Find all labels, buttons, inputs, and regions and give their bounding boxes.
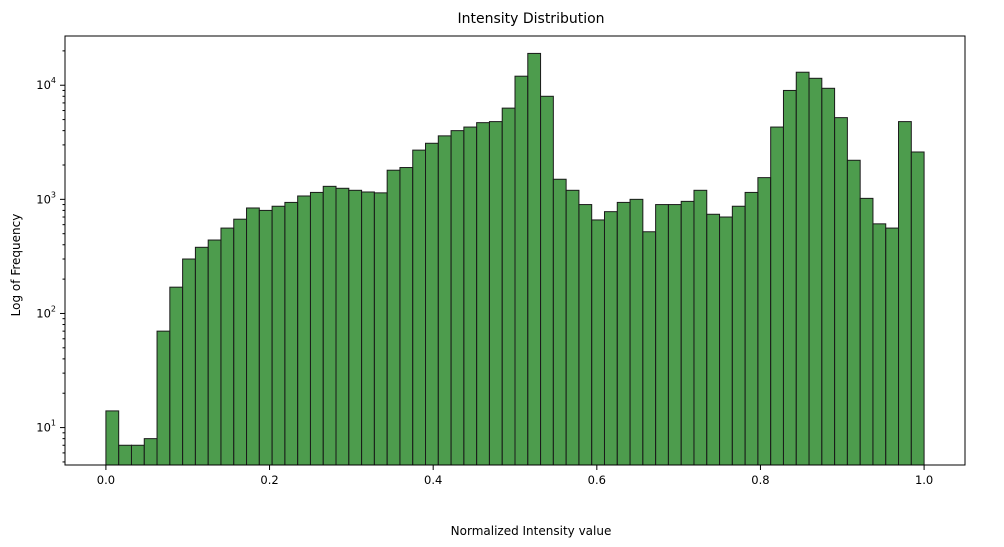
histogram-bar: [782, 89, 797, 466]
histogram-bar: [795, 71, 810, 466]
plot-area-frame: [64, 35, 966, 466]
histogram-bar: [130, 444, 145, 466]
histogram-bar: [258, 209, 273, 466]
histogram-bar: [591, 219, 605, 466]
histogram-bar: [731, 205, 746, 466]
y-tick-label: 102: [36, 304, 56, 320]
histogram-bar: [642, 231, 657, 466]
histogram-bar: [680, 200, 695, 466]
y-axis-ticks: 101 102 103 104: [36, 50, 65, 463]
y-axis-label: Log of Frequency: [9, 214, 23, 317]
histogram-bar: [872, 223, 887, 466]
histogram-bar: [399, 167, 414, 466]
x-tick-label: 0.8: [751, 473, 769, 487]
histogram-bar: [846, 159, 861, 466]
histogram-bar: [233, 218, 248, 466]
histogram-bar: [207, 239, 222, 466]
histogram-bar: [246, 207, 260, 466]
x-axis-label: Normalized Intensity value: [451, 524, 612, 538]
histogram-bar: [182, 258, 196, 466]
x-axis-ticks: 0.0 0.2 0.4 0.6 0.8 1.0: [97, 465, 933, 487]
y-tick-label: 103: [36, 190, 56, 206]
histogram-bar: [655, 204, 669, 466]
histogram-bar: [361, 191, 375, 466]
histogram-bar: [105, 410, 120, 466]
histogram-bar: [719, 216, 733, 466]
histogram-bar: [169, 286, 184, 466]
histogram-bar: [348, 189, 363, 466]
histogram-bar: [220, 227, 235, 466]
histogram-bar: [552, 178, 567, 466]
histogram-bar: [578, 204, 593, 466]
histogram-bar: [309, 191, 324, 466]
histogram-bar: [463, 126, 478, 466]
histogram-bar: [271, 205, 286, 466]
histogram-bar: [488, 121, 503, 466]
histogram-bar: [118, 444, 132, 466]
y-tick-label: 101: [36, 419, 56, 435]
histogram-bar: [898, 121, 912, 466]
histogram-bar: [859, 197, 874, 466]
histogram-bar: [194, 246, 209, 466]
x-tick-label: 0.2: [260, 473, 278, 487]
histogram-bar: [335, 187, 350, 466]
histogram-bar: [757, 177, 772, 466]
histogram-bar: [373, 192, 388, 466]
histogram-bar: [744, 191, 759, 466]
histogram-bar: [514, 75, 529, 466]
bars-group: [105, 52, 925, 466]
histogram-bar: [910, 151, 925, 466]
histogram-bar: [501, 107, 516, 466]
histogram-bar: [156, 330, 171, 466]
histogram-bar: [143, 438, 158, 466]
chart-title: Intensity Distribution: [457, 11, 604, 27]
histogram-bar: [284, 201, 299, 466]
histogram-bar: [603, 211, 618, 466]
x-tick-label: 0.6: [588, 473, 606, 487]
histogram-bar: [322, 185, 337, 466]
histogram-bar: [297, 195, 311, 466]
histogram-bar: [386, 169, 401, 466]
histogram-bar: [770, 126, 784, 466]
histogram-bar: [693, 189, 708, 466]
histogram-bar: [821, 87, 836, 466]
x-tick-label: 1.0: [915, 473, 933, 487]
histogram-bar: [412, 149, 427, 466]
histogram-bar: [834, 117, 848, 466]
histogram-bar: [808, 77, 823, 466]
x-tick-label: 0.0: [97, 473, 115, 487]
histogram-bar: [885, 227, 900, 466]
histogram-bar: [540, 95, 554, 466]
histogram-bar: [565, 189, 580, 466]
histogram-bar: [667, 204, 682, 466]
histogram-bar: [527, 52, 542, 466]
histogram-bar: [450, 130, 465, 466]
histogram-bar: [629, 198, 644, 466]
histogram-bar: [706, 213, 721, 466]
histogram-bar: [476, 122, 490, 466]
histogram-bar: [437, 135, 452, 466]
y-tick-label: 104: [36, 76, 56, 92]
histogram-bar: [425, 142, 439, 466]
histogram-bar: [616, 201, 631, 466]
x-tick-label: 0.4: [424, 473, 442, 487]
